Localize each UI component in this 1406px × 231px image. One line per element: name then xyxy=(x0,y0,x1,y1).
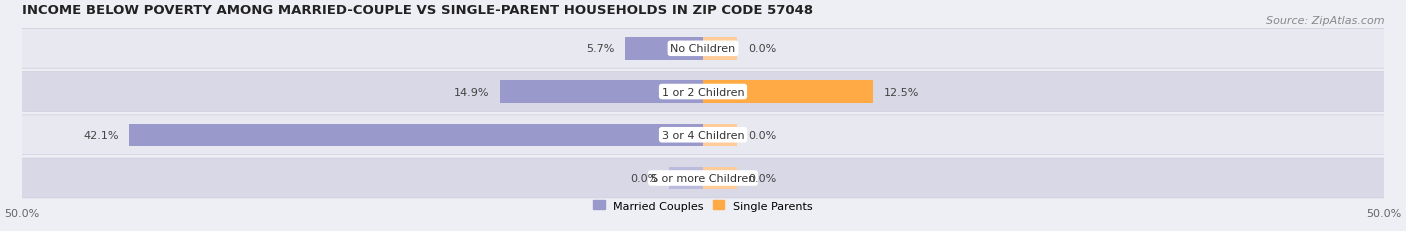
Text: Source: ZipAtlas.com: Source: ZipAtlas.com xyxy=(1267,16,1385,26)
FancyBboxPatch shape xyxy=(21,115,1385,155)
Bar xyxy=(703,124,737,146)
Text: 3 or 4 Children: 3 or 4 Children xyxy=(662,130,744,140)
Text: 0.0%: 0.0% xyxy=(630,173,658,183)
FancyBboxPatch shape xyxy=(21,158,1385,198)
Bar xyxy=(703,38,737,60)
Text: 0.0%: 0.0% xyxy=(748,130,776,140)
Text: 14.9%: 14.9% xyxy=(454,87,489,97)
FancyBboxPatch shape xyxy=(21,29,1385,69)
Bar xyxy=(626,38,703,60)
Text: 5.7%: 5.7% xyxy=(586,44,614,54)
Bar xyxy=(703,81,873,103)
Legend: Married Couples, Single Parents: Married Couples, Single Parents xyxy=(591,197,815,214)
Text: 12.5%: 12.5% xyxy=(884,87,920,97)
Bar xyxy=(703,167,737,189)
Text: 0.0%: 0.0% xyxy=(748,173,776,183)
Text: 1 or 2 Children: 1 or 2 Children xyxy=(662,87,744,97)
Bar xyxy=(129,124,703,146)
Text: INCOME BELOW POVERTY AMONG MARRIED-COUPLE VS SINGLE-PARENT HOUSEHOLDS IN ZIP COD: INCOME BELOW POVERTY AMONG MARRIED-COUPL… xyxy=(21,4,813,17)
Text: 0.0%: 0.0% xyxy=(748,44,776,54)
Text: 5 or more Children: 5 or more Children xyxy=(651,173,755,183)
Bar xyxy=(669,167,703,189)
FancyBboxPatch shape xyxy=(21,72,1385,112)
Text: No Children: No Children xyxy=(671,44,735,54)
Bar xyxy=(501,81,703,103)
Text: 42.1%: 42.1% xyxy=(83,130,118,140)
